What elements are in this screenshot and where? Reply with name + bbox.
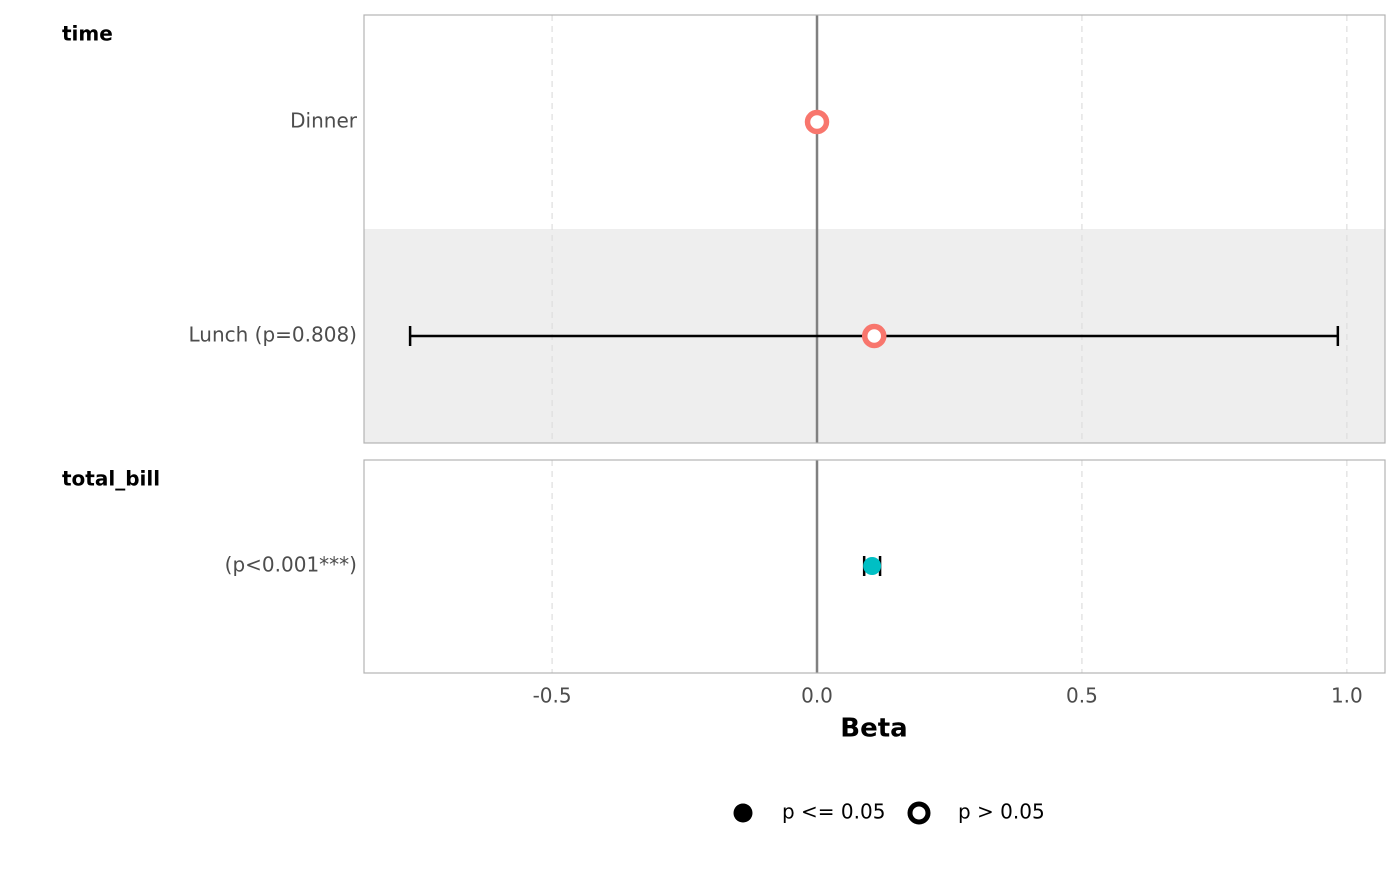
x-tick-label: 1.0 <box>1331 684 1363 708</box>
group-label: total_bill <box>62 467 160 491</box>
row-label: Dinner <box>290 109 358 133</box>
row-label: (p<0.001***) <box>225 553 357 577</box>
estimate-point <box>863 557 882 575</box>
legend-label: p > 0.05 <box>958 800 1045 824</box>
legend-label: p <= 0.05 <box>782 800 885 824</box>
estimate-point <box>861 323 887 349</box>
x-tick-label: 0.5 <box>1066 684 1098 708</box>
x-tick-label: 0.0 <box>801 684 833 708</box>
x-tick-label: -0.5 <box>533 684 572 708</box>
row-label: Lunch (p=0.808) <box>189 323 358 347</box>
legend-key <box>733 803 753 823</box>
x-axis-title: Beta <box>840 714 907 744</box>
legend-key <box>907 801 931 825</box>
group-label: time <box>62 22 113 46</box>
estimate-point <box>804 109 830 135</box>
panel-border <box>363 14 1386 444</box>
panel-border <box>363 459 1386 674</box>
